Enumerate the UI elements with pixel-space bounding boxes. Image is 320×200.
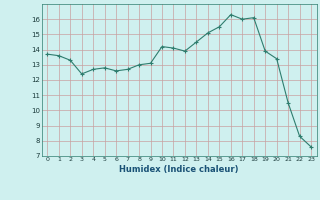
X-axis label: Humidex (Indice chaleur): Humidex (Indice chaleur): [119, 165, 239, 174]
